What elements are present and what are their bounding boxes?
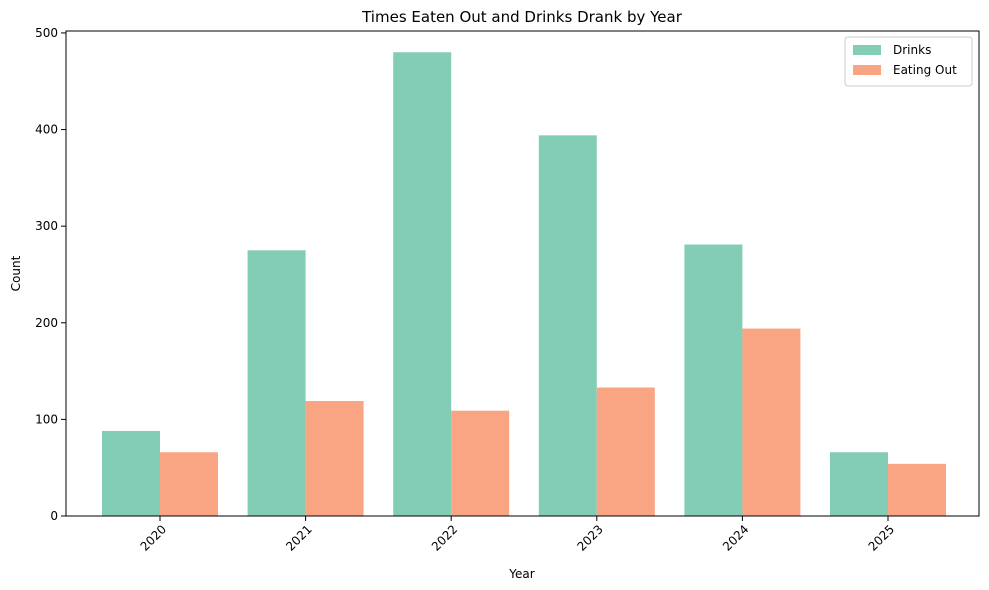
y-tick-label: 500 (35, 26, 58, 40)
y-tick-label: 200 (35, 316, 58, 330)
y-tick-label: 100 (35, 412, 58, 426)
y-axis: 0 100 200 300 400 500 (35, 26, 66, 523)
bar-drinks-2021 (247, 250, 306, 516)
bar-drinks-2025 (830, 452, 888, 516)
chart-title: Times Eaten Out and Drinks Drank by Year (361, 8, 683, 26)
x-axis-label: Year (508, 567, 534, 581)
plot-frame (65, 30, 980, 517)
y-axis-label: Count (9, 255, 23, 291)
bar-drinks-2022 (393, 52, 452, 517)
x-tick-label: 2024 (720, 522, 751, 553)
bar-eating-out-2022 (451, 410, 510, 516)
x-tick-label: 2022 (429, 522, 460, 553)
y-tick-label: 400 (35, 123, 58, 137)
legend-swatch (853, 45, 881, 55)
legend-label: Eating Out (893, 63, 957, 77)
bar-eating-out-2021 (305, 401, 364, 516)
bar-drinks-2024 (684, 244, 743, 516)
x-tick-label: 2021 (283, 522, 314, 553)
x-tick-label: 2020 (138, 522, 169, 553)
plot-area (102, 52, 946, 517)
x-tick-label: 2025 (866, 522, 897, 553)
bar-eating-out-2025 (888, 463, 946, 516)
y-tick-label: 0 (50, 509, 58, 523)
legend: Drinks Eating Out (844, 36, 973, 87)
x-axis: 2020 2021 2022 2023 2024 2025 (138, 516, 897, 554)
y-tick-label: 300 (35, 219, 58, 233)
legend-label: Drinks (893, 43, 931, 57)
bar-eating-out-2020 (160, 452, 218, 516)
x-tick-label: 2023 (574, 522, 605, 553)
bar-eating-out-2024 (742, 328, 801, 516)
bar-eating-out-2023 (596, 387, 655, 516)
bar-drinks-2020 (102, 430, 160, 516)
bar-drinks-2023 (538, 135, 597, 516)
legend-swatch (853, 65, 881, 75)
